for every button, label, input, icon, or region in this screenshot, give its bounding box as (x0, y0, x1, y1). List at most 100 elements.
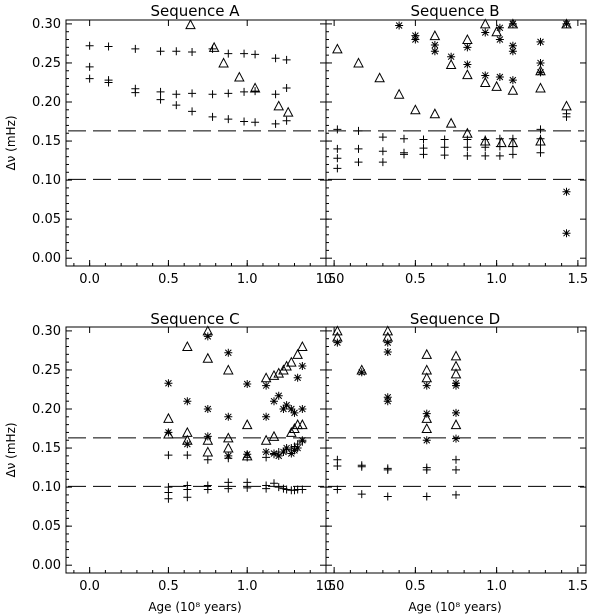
asterisk-marker (290, 408, 299, 417)
triangle-marker (286, 356, 297, 367)
plus-marker (536, 148, 545, 157)
x-tick-label: 0.0 (79, 272, 100, 287)
asterisk-marker (430, 40, 439, 49)
triangle-marker (273, 367, 285, 378)
plus-marker (422, 492, 431, 501)
asterisk-marker (333, 338, 342, 347)
plus-marker (481, 151, 490, 160)
triangle-marker (163, 428, 174, 439)
triangle-marker (268, 369, 280, 380)
triangle-marker (268, 430, 280, 441)
asterisk-marker (411, 35, 420, 44)
panel-d-xlabel: Age (10⁸ years) (408, 600, 501, 614)
triangle-marker (202, 434, 214, 445)
x-tick-label: 0.5 (405, 272, 426, 287)
x-tick-label: 0.0 (324, 272, 345, 287)
plus-marker (282, 55, 291, 64)
asterisk-marker (262, 412, 271, 421)
asterisk-marker (508, 76, 517, 85)
asterisk-marker (508, 19, 517, 28)
plus-marker (240, 87, 249, 96)
triangle-marker (507, 84, 519, 95)
panel-d-frame (325, 326, 587, 574)
plus-marker (240, 117, 249, 126)
plus-marker (251, 50, 260, 59)
asterisk-marker (164, 428, 173, 437)
triangle-marker (208, 41, 220, 52)
triangle-marker (393, 88, 405, 99)
plus-marker (172, 90, 181, 99)
plus-marker (378, 158, 387, 167)
asterisk-marker (536, 37, 545, 46)
plus-marker (378, 133, 387, 142)
plus-marker (172, 47, 181, 56)
plus-marker (203, 485, 212, 494)
x-tick-label: 1.0 (486, 272, 507, 287)
plus-marker (357, 462, 366, 471)
y-tick-label: 0.15 (32, 134, 61, 149)
x-tick-label: 1.0 (237, 579, 258, 594)
triangle-marker (450, 368, 462, 379)
panel-c-ylabel: Δν (mHz) (4, 422, 18, 477)
plus-marker (270, 479, 278, 488)
y-tick-label: 0.20 (32, 402, 61, 417)
x-tick-label: 1.0 (237, 272, 258, 287)
triangle-marker (535, 135, 546, 146)
triangle-marker (282, 106, 294, 117)
plus-marker (452, 465, 460, 474)
panel-c: 0.0 0.5 1.0 1.5 0.00 0.05 0.10 0.15 0.20 0.25 0.30 (32, 324, 336, 594)
asterisk-marker (536, 58, 545, 67)
plus-marker (262, 484, 271, 493)
plus-marker (463, 143, 472, 152)
plus-marker (208, 90, 217, 99)
triangle-marker (260, 372, 272, 383)
triangle-marker (561, 100, 572, 111)
plus-marker (333, 164, 342, 173)
asterisk-marker (562, 19, 571, 28)
x-tick-label: 0.5 (158, 272, 179, 287)
asterisk-marker (508, 47, 517, 56)
plus-marker (85, 74, 94, 83)
asterisk-marker (481, 28, 490, 37)
plus-marker (282, 116, 291, 125)
y-tick-label: 0.15 (32, 441, 61, 456)
asterisk-marker (463, 43, 472, 52)
asterisk-marker (274, 391, 283, 400)
triangle-marker (535, 82, 546, 93)
asterisk-marker (430, 47, 439, 56)
triangle-marker (429, 108, 441, 119)
panel-d: 0.0 0.5 1.0 1.5 (324, 325, 588, 594)
asterisk-marker (279, 447, 288, 456)
plus-marker (188, 107, 197, 116)
plus-marker (383, 492, 392, 501)
triangle-marker (292, 348, 303, 359)
panel-a: 0.0 0.5 1.0 1.5 0.00 0.05 0.10 0.15 0.20 0.25 0.30 (32, 17, 336, 287)
asterisk-marker (293, 373, 302, 382)
triangle-marker (353, 57, 364, 68)
panel-c-xlabel: Age (10⁸ years) (148, 600, 241, 614)
plus-marker (172, 101, 181, 110)
plus-marker (282, 83, 291, 92)
asterisk-marker (164, 379, 173, 388)
asterisk-marker (243, 450, 252, 459)
plus-marker (400, 150, 408, 159)
asterisk-marker (224, 451, 233, 460)
plus-marker (463, 151, 472, 160)
x-tick-label: 0.5 (158, 579, 179, 594)
y-tick-label: 0.25 (32, 363, 61, 378)
plus-marker (354, 144, 363, 153)
plus-marker (131, 44, 140, 53)
x-tick-label: 1.5 (568, 272, 589, 287)
plus-marker (354, 126, 363, 135)
y-tick-label: 0.05 (32, 519, 61, 534)
asterisk-marker (452, 408, 460, 417)
plus-marker (357, 490, 366, 499)
plus-marker (452, 490, 460, 499)
plus-marker (183, 493, 192, 502)
plot-layer: 0.0 0.5 1.0 1.5 0.00 0.05 0.10 0.15 0.20 0.25 0.30… (32, 17, 588, 594)
asterisk-marker (203, 405, 212, 413)
y-tick-label: 0.05 (32, 212, 61, 227)
plus-marker (208, 112, 217, 121)
plus-marker (203, 455, 212, 464)
plus-marker (495, 151, 504, 160)
